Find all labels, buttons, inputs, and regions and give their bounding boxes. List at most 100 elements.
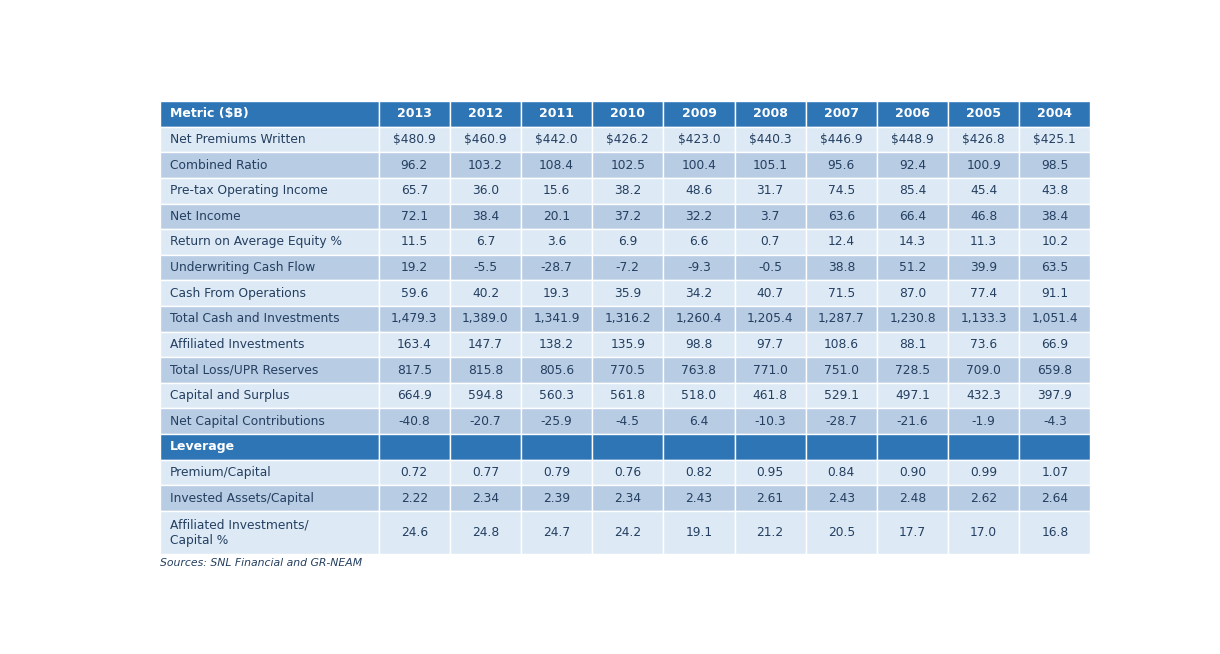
Text: 24.6: 24.6 xyxy=(400,526,428,539)
Bar xyxy=(378,203,450,229)
Bar xyxy=(734,434,805,460)
Bar xyxy=(1019,127,1091,152)
Bar xyxy=(521,229,592,255)
Text: 728.5: 728.5 xyxy=(895,364,930,377)
Bar xyxy=(521,127,592,152)
Text: 432.3: 432.3 xyxy=(966,389,1002,402)
Bar xyxy=(592,281,664,306)
Text: 92.4: 92.4 xyxy=(899,159,926,171)
Bar xyxy=(664,332,734,357)
Bar xyxy=(592,434,664,460)
Bar xyxy=(664,383,734,408)
Text: Net Premiums Written: Net Premiums Written xyxy=(170,133,305,146)
Text: 2005: 2005 xyxy=(966,107,1002,120)
Text: 38.2: 38.2 xyxy=(614,184,642,198)
Text: 2.61: 2.61 xyxy=(756,492,783,504)
Bar xyxy=(160,203,378,229)
Text: 102.5: 102.5 xyxy=(610,159,645,171)
Bar xyxy=(734,460,805,485)
Bar xyxy=(805,229,877,255)
Text: 2.43: 2.43 xyxy=(686,492,712,504)
Text: 37.2: 37.2 xyxy=(614,210,642,223)
Bar xyxy=(1019,101,1091,127)
Bar xyxy=(877,101,948,127)
Bar xyxy=(664,281,734,306)
Text: -4.3: -4.3 xyxy=(1043,415,1066,428)
Bar xyxy=(378,229,450,255)
Text: 87.0: 87.0 xyxy=(899,286,926,300)
Text: 17.7: 17.7 xyxy=(899,526,926,539)
Text: $425.1: $425.1 xyxy=(1033,133,1076,146)
Bar xyxy=(805,332,877,357)
Text: 805.6: 805.6 xyxy=(539,364,575,377)
Text: 98.8: 98.8 xyxy=(686,338,712,351)
Bar xyxy=(378,101,450,127)
Text: 518.0: 518.0 xyxy=(682,389,716,402)
Bar xyxy=(592,127,664,152)
Text: $426.2: $426.2 xyxy=(606,133,649,146)
Bar xyxy=(877,332,948,357)
Bar xyxy=(521,203,592,229)
Bar xyxy=(521,178,592,203)
Text: 97.7: 97.7 xyxy=(756,338,783,351)
Bar xyxy=(1019,281,1091,306)
Bar xyxy=(592,203,664,229)
Text: 2013: 2013 xyxy=(396,107,432,120)
Bar xyxy=(521,332,592,357)
Text: 1,389.0: 1,389.0 xyxy=(462,313,509,325)
Bar xyxy=(378,485,450,511)
Bar xyxy=(948,511,1019,555)
Bar xyxy=(948,178,1019,203)
Text: 664.9: 664.9 xyxy=(396,389,432,402)
Text: 659.8: 659.8 xyxy=(1037,364,1072,377)
Bar xyxy=(592,511,664,555)
Bar xyxy=(805,203,877,229)
Bar xyxy=(592,357,664,383)
Bar xyxy=(664,229,734,255)
Bar xyxy=(805,434,877,460)
Text: 2.64: 2.64 xyxy=(1042,492,1069,504)
Text: 2.48: 2.48 xyxy=(899,492,926,504)
Bar xyxy=(450,229,521,255)
Bar xyxy=(521,101,592,127)
Bar xyxy=(521,511,592,555)
Bar xyxy=(378,127,450,152)
Text: 135.9: 135.9 xyxy=(610,338,645,351)
Text: 105.1: 105.1 xyxy=(753,159,788,171)
Bar xyxy=(948,306,1019,332)
Bar xyxy=(948,460,1019,485)
Text: 108.4: 108.4 xyxy=(539,159,575,171)
Text: 21.2: 21.2 xyxy=(756,526,783,539)
Text: 1,316.2: 1,316.2 xyxy=(605,313,651,325)
Bar xyxy=(948,408,1019,434)
Text: $423.0: $423.0 xyxy=(677,133,720,146)
Bar xyxy=(664,203,734,229)
Text: $426.8: $426.8 xyxy=(963,133,1005,146)
Text: 529.1: 529.1 xyxy=(824,389,859,402)
Bar xyxy=(948,229,1019,255)
Text: 751.0: 751.0 xyxy=(824,364,859,377)
Text: 2.34: 2.34 xyxy=(472,492,499,504)
Bar xyxy=(592,306,664,332)
Text: 66.4: 66.4 xyxy=(899,210,926,223)
Text: 461.8: 461.8 xyxy=(753,389,788,402)
Text: 108.6: 108.6 xyxy=(824,338,859,351)
Bar xyxy=(877,434,948,460)
Text: 561.8: 561.8 xyxy=(610,389,645,402)
Text: 63.5: 63.5 xyxy=(1041,261,1069,274)
Bar xyxy=(378,281,450,306)
Bar xyxy=(521,383,592,408)
Bar xyxy=(805,152,877,178)
Bar xyxy=(877,460,948,485)
Text: 11.3: 11.3 xyxy=(970,235,997,249)
Bar xyxy=(378,383,450,408)
Bar xyxy=(664,460,734,485)
Text: 63.6: 63.6 xyxy=(827,210,855,223)
Bar xyxy=(450,101,521,127)
Text: 98.5: 98.5 xyxy=(1041,159,1069,171)
Text: 19.1: 19.1 xyxy=(686,526,712,539)
Text: 32.2: 32.2 xyxy=(686,210,712,223)
Text: 45.4: 45.4 xyxy=(970,184,997,198)
Bar xyxy=(160,101,378,127)
Bar xyxy=(450,408,521,434)
